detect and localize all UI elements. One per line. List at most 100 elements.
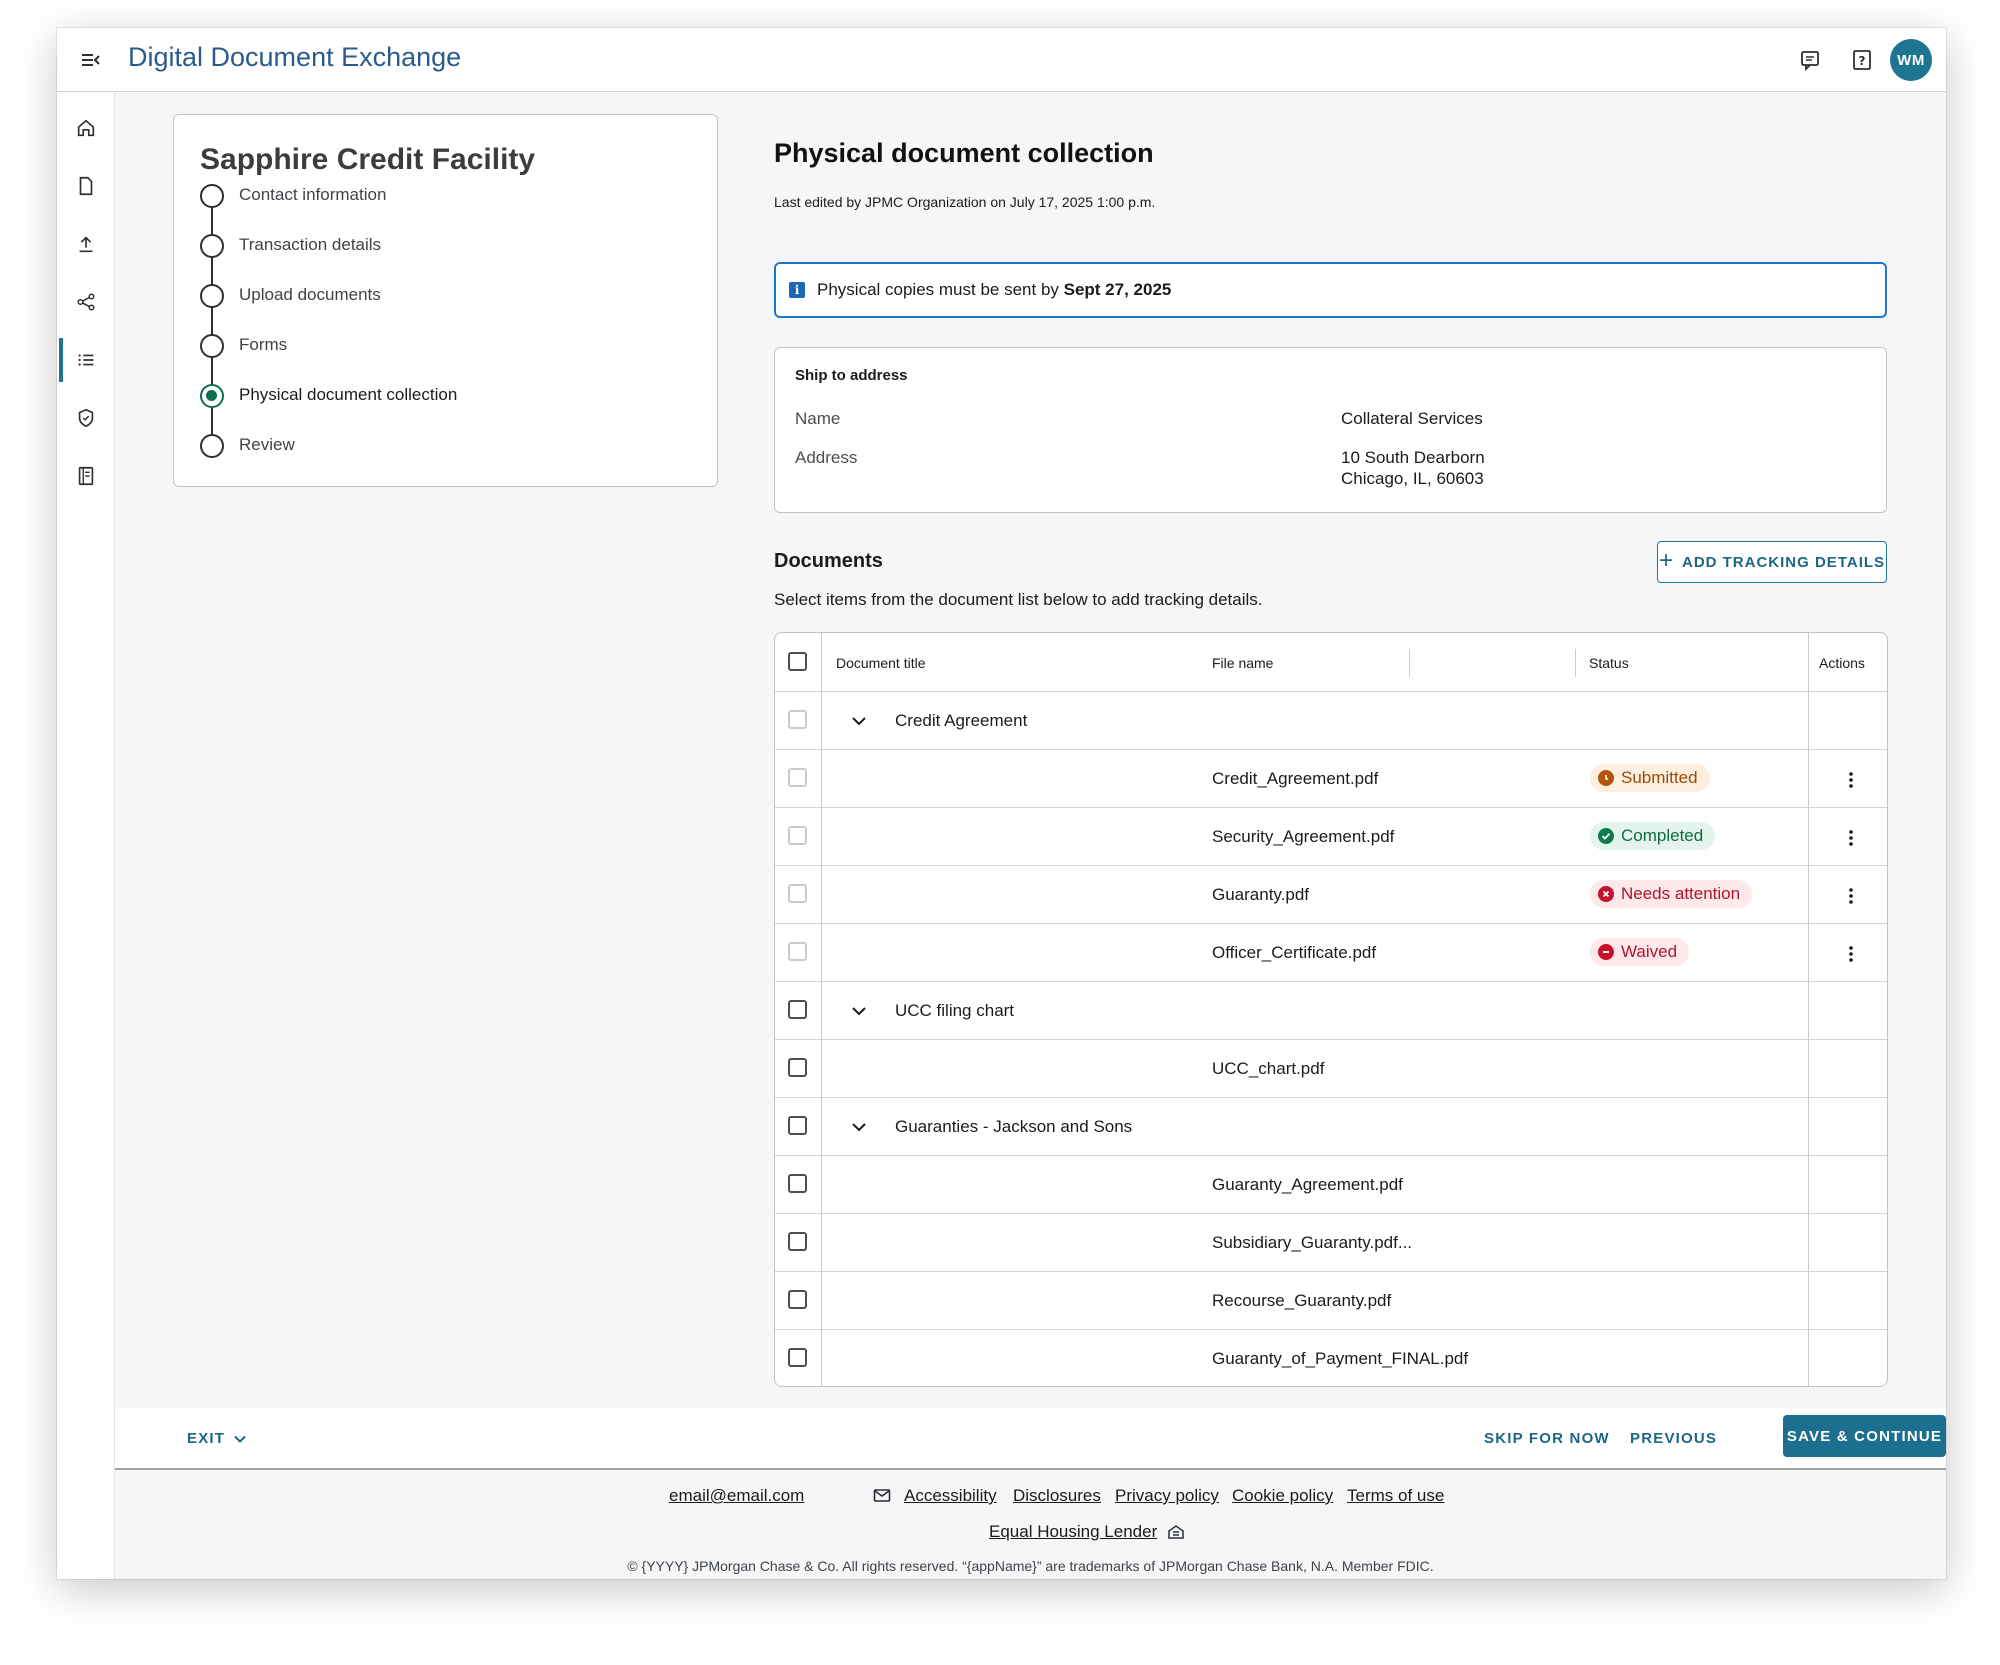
column-header-document-title[interactable]: Document title xyxy=(836,655,926,671)
home-icon[interactable] xyxy=(57,106,115,150)
previous-button[interactable]: PREVIOUS xyxy=(1630,1430,1718,1447)
table-row[interactable]: Credit_Agreement.pdf Submitted xyxy=(775,749,1887,807)
step-item[interactable]: Transaction details xyxy=(200,232,600,260)
step-item[interactable]: Upload documents xyxy=(200,282,600,310)
app-title: Digital Document Exchange xyxy=(128,42,462,72)
status-label: Completed xyxy=(1621,826,1704,845)
row-checkbox[interactable] xyxy=(788,1058,807,1077)
chevron-down-icon[interactable] xyxy=(849,1001,869,1021)
deadline-date: Sept 27, 2025 xyxy=(1063,280,1172,299)
left-rail xyxy=(57,92,115,1579)
address-label: Address xyxy=(795,448,858,467)
more-actions-icon[interactable] xyxy=(1839,884,1863,908)
select-all-checkbox[interactable] xyxy=(788,652,807,671)
skip-for-now-button[interactable]: SKIP FOR NOW xyxy=(1484,1430,1610,1447)
help-icon[interactable]: ? xyxy=(1850,48,1874,72)
row-checkbox xyxy=(788,884,807,903)
row-checkbox[interactable] xyxy=(788,1000,807,1019)
equal-housing-link[interactable]: Equal Housing Lender xyxy=(989,1522,1158,1541)
upload-icon[interactable] xyxy=(57,222,115,266)
table-row[interactable]: Recourse_Guaranty.pdf xyxy=(775,1271,1887,1329)
row-checkbox[interactable] xyxy=(788,1116,807,1135)
footer-link-disclosures[interactable]: Disclosures xyxy=(1013,1486,1101,1505)
table-row[interactable]: Guaranty.pdf Needs attention xyxy=(775,865,1887,923)
footer-email-link[interactable]: email@email.com xyxy=(669,1486,805,1505)
file-name: Recourse_Guaranty.pdf xyxy=(1212,1291,1392,1310)
chevron-down-icon[interactable] xyxy=(849,1117,869,1137)
step-active-indicator xyxy=(200,384,224,408)
row-checkbox[interactable] xyxy=(788,1348,807,1367)
app-window: Digital Document Exchange ? WM xyxy=(57,28,1946,1579)
status-label: Needs attention xyxy=(1621,884,1741,903)
documents-table: Document title File name Status Actions … xyxy=(774,632,1888,1387)
info-banner-text: Physical copies must be sent by Sept 27,… xyxy=(817,280,1172,299)
menu-collapse-icon[interactable] xyxy=(79,48,103,72)
avatar[interactable]: WM xyxy=(1890,39,1932,81)
footer-link-cookie[interactable]: Cookie policy xyxy=(1232,1486,1334,1505)
chat-icon[interactable] xyxy=(1798,48,1822,72)
table-group-row[interactable]: Credit Agreement xyxy=(775,691,1887,749)
list-icon[interactable] xyxy=(57,338,115,382)
header-separator[interactable] xyxy=(1409,649,1410,677)
row-checkbox[interactable] xyxy=(788,1290,807,1309)
more-actions-icon[interactable] xyxy=(1839,942,1863,966)
exit-button[interactable]: EXIT xyxy=(187,1430,247,1447)
more-actions-icon[interactable] xyxy=(1839,826,1863,850)
status-badge: Waived xyxy=(1590,938,1690,966)
table-row[interactable]: Subsidiary_Guaranty.pdf... xyxy=(775,1213,1887,1271)
table-row[interactable]: Guaranty_Agreement.pdf xyxy=(775,1155,1887,1213)
page-title: Physical document collection xyxy=(774,138,1154,168)
step-indicator xyxy=(200,434,224,458)
column-header-actions: Actions xyxy=(1819,655,1865,671)
document-icon[interactable] xyxy=(57,164,115,208)
minus-icon xyxy=(1598,944,1614,960)
step-item[interactable]: Physical document collection xyxy=(200,382,600,410)
file-name: Guaranty_of_Payment_FINAL.pdf xyxy=(1212,1349,1469,1368)
column-divider xyxy=(1808,633,1809,1386)
header-separator[interactable] xyxy=(1575,649,1576,677)
table-row[interactable]: Security_Agreement.pdf Completed xyxy=(775,807,1887,865)
status-badge: Completed xyxy=(1590,822,1716,850)
group-title: UCC filing chart xyxy=(895,1001,1015,1020)
row-checkbox[interactable] xyxy=(788,1232,807,1251)
row-checkbox[interactable] xyxy=(788,1174,807,1193)
file-name: Guaranty_Agreement.pdf xyxy=(1212,1175,1403,1194)
column-header-status[interactable]: Status xyxy=(1589,655,1629,671)
documents-description: Select items from the document list belo… xyxy=(774,590,1263,609)
table-group-row[interactable]: UCC filing chart xyxy=(775,981,1887,1039)
status-badge: Submitted xyxy=(1590,764,1710,792)
footer-link-accessibility[interactable]: Accessibility xyxy=(904,1486,997,1505)
chevron-down-icon[interactable] xyxy=(849,711,869,731)
share-icon[interactable] xyxy=(57,280,115,324)
step-item[interactable]: Forms xyxy=(200,332,600,360)
more-actions-icon[interactable] xyxy=(1839,768,1863,792)
step-connector xyxy=(211,258,213,286)
step-item[interactable]: Review xyxy=(200,432,600,460)
table-row[interactable]: Guaranty_of_Payment_FINAL.pdf xyxy=(775,1329,1887,1386)
step-connector xyxy=(211,308,213,336)
table-group-row[interactable]: Guaranties - Jackson and Sons xyxy=(775,1097,1887,1155)
step-label: Forms xyxy=(239,335,288,354)
footer-link-privacy[interactable]: Privacy policy xyxy=(1115,1486,1219,1505)
add-tracking-button[interactable]: + ADD TRACKING DETAILS xyxy=(1657,541,1887,583)
table-row[interactable]: UCC_chart.pdf xyxy=(775,1039,1887,1097)
ship-title: Ship to address xyxy=(795,367,908,384)
step-item[interactable]: Contact information xyxy=(200,182,600,210)
column-header-file-name[interactable]: File name xyxy=(1212,655,1274,671)
row-checkbox xyxy=(788,768,807,787)
step-indicator xyxy=(200,234,224,258)
shield-icon[interactable] xyxy=(57,396,115,440)
top-bar: Digital Document Exchange ? WM xyxy=(57,28,1946,92)
group-title: Credit Agreement xyxy=(895,711,1028,730)
save-continue-button[interactable]: SAVE & CONTINUE xyxy=(1783,1415,1946,1457)
row-checkbox xyxy=(788,942,807,961)
step-label: Physical document collection xyxy=(239,385,458,404)
documents-title: Documents xyxy=(774,550,883,572)
file-name: Credit_Agreement.pdf xyxy=(1212,769,1379,788)
file-name: Guaranty.pdf xyxy=(1212,885,1310,904)
plus-icon: + xyxy=(1658,547,1674,574)
ledger-icon[interactable] xyxy=(57,454,115,498)
step-label: Upload documents xyxy=(239,285,381,304)
footer-link-terms[interactable]: Terms of use xyxy=(1347,1486,1445,1505)
table-row[interactable]: Officer_Certificate.pdf Waived xyxy=(775,923,1887,981)
